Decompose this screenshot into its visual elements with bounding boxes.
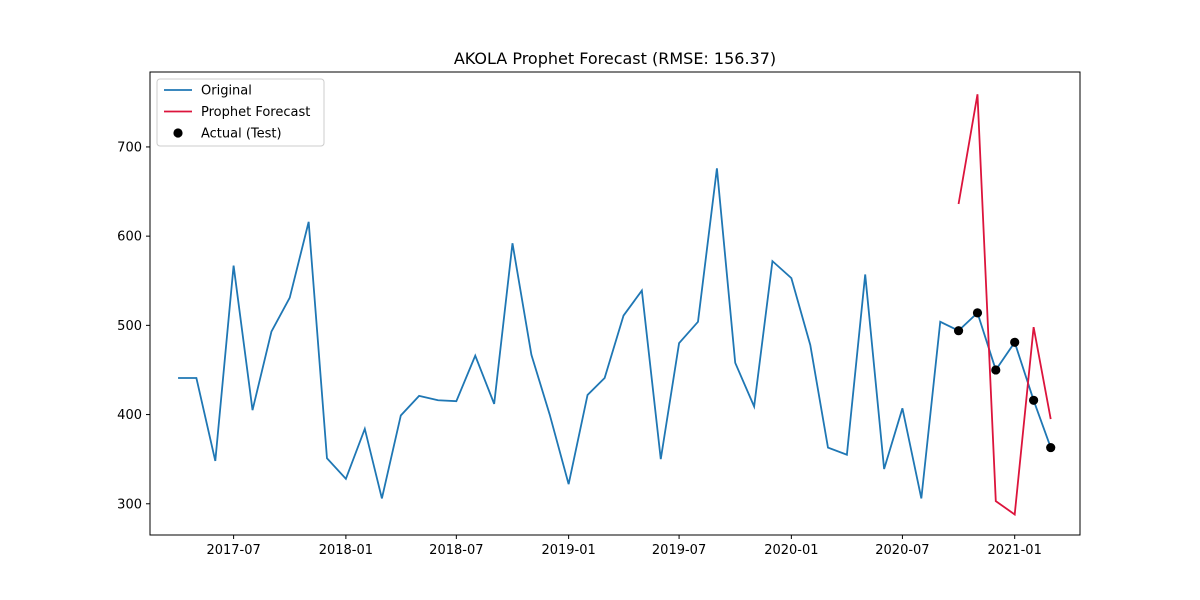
x-tick-label: 2020-01: [764, 543, 818, 558]
x-axis: 2017-07 2018-01 2018-07 2019-01 2019-07 2020-…: [206, 535, 1042, 558]
x-tick-label: 2021-01: [988, 543, 1042, 558]
legend-swatch-marker: [173, 128, 183, 138]
data-point-actual-test: [1029, 395, 1039, 405]
data-point-actual-test: [991, 365, 1001, 375]
x-tick-label: 2018-01: [319, 543, 373, 558]
y-tick-label: 500: [117, 319, 142, 334]
chart-title: AKOLA Prophet Forecast (RMSE: 156.37): [454, 49, 776, 68]
x-tick-label: 2018-07: [429, 543, 483, 558]
data-point-actual-test: [1010, 337, 1020, 347]
x-tick-label: 2020-07: [875, 543, 929, 558]
y-axis: 300 400 500 600 700: [117, 140, 150, 512]
series-line-original: [178, 168, 1052, 499]
legend-box: [156, 78, 325, 147]
y-tick-label: 700: [117, 140, 142, 155]
legend: Original Prophet Forecast Actual (Test): [156, 78, 325, 147]
data-point-actual-test: [953, 326, 964, 336]
x-tick-label: 2019-07: [652, 543, 706, 558]
legend-label: Prophet Forecast: [201, 105, 310, 120]
legend-label: Original: [201, 84, 252, 99]
legend-label: Actual (Test): [201, 127, 282, 142]
x-tick-label: 2019-01: [541, 543, 595, 558]
data-point-actual-test: [1046, 442, 1056, 453]
data-point-actual-test: [972, 308, 983, 318]
y-tick-label: 600: [117, 230, 142, 245]
x-tick-label: 2017-07: [206, 543, 260, 558]
y-tick-label: 400: [117, 408, 142, 423]
plot-marks: [178, 94, 1056, 517]
series-line-prophet-forecast: [957, 94, 1052, 517]
y-tick-label: 300: [117, 497, 142, 512]
plot-frame: [149, 71, 1081, 536]
